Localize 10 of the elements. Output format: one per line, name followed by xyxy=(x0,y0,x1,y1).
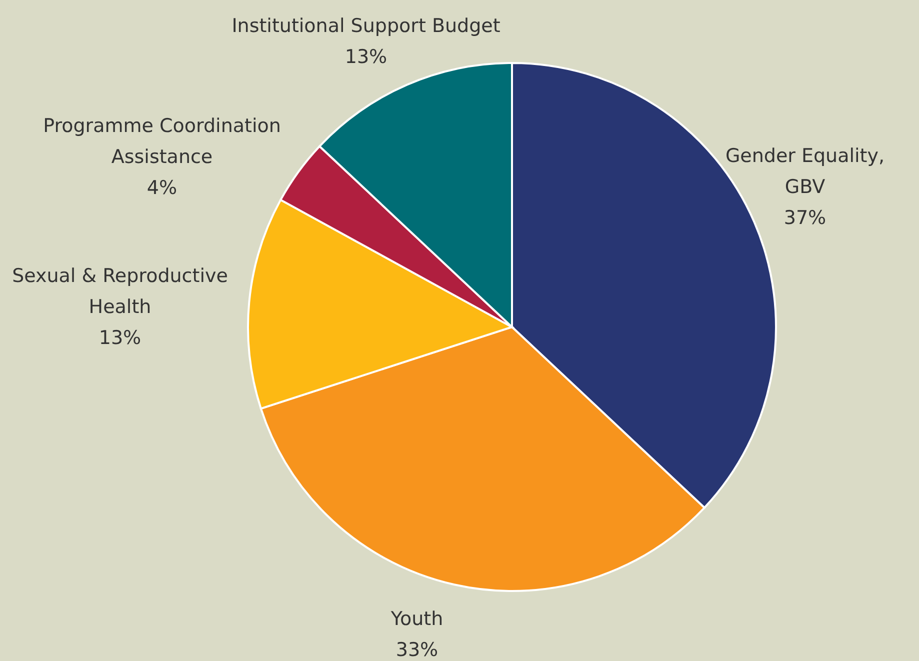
data-label: 33% xyxy=(396,639,438,661)
slice-label: Youth xyxy=(390,608,444,630)
slice-label: Sexual & Reproductive Health xyxy=(12,265,228,318)
slice-label: Institutional Support Budget xyxy=(232,15,500,37)
slice-label: Gender Equality, GBV xyxy=(725,145,885,198)
data-label: 13% xyxy=(344,46,388,68)
slice-label: Programme Coordination Assistance xyxy=(43,115,281,168)
data-label: 4% xyxy=(146,177,178,199)
data-label: 13% xyxy=(98,327,142,349)
data-label: 37% xyxy=(784,207,826,229)
